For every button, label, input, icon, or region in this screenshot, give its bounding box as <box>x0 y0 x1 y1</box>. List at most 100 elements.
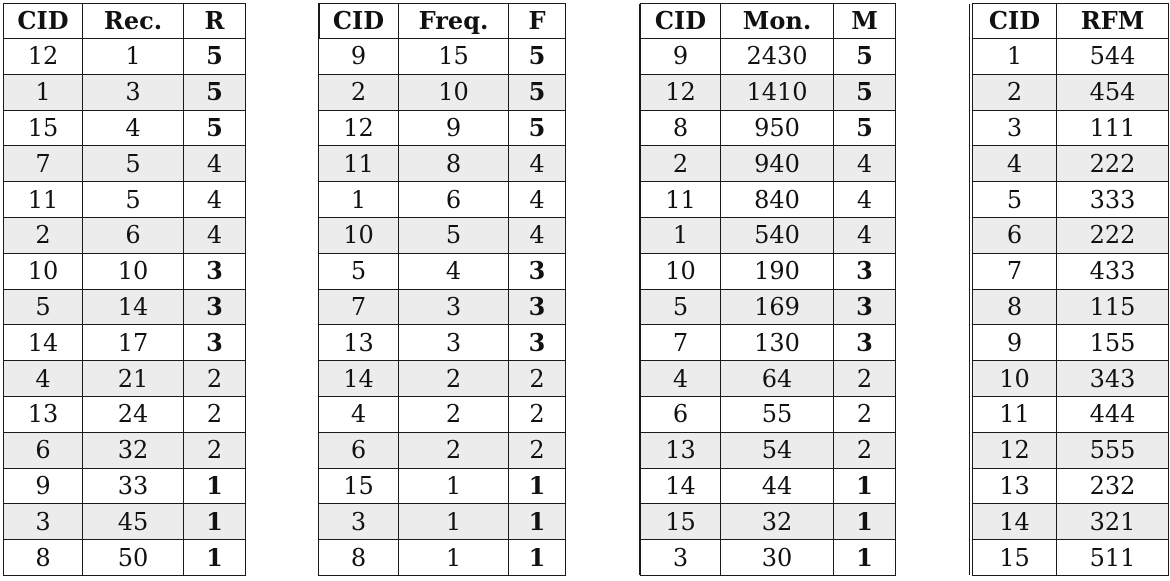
column-header: CID <box>318 3 399 39</box>
table-row: 14 2 2 <box>318 360 640 397</box>
column-gap <box>245 539 320 576</box>
table-cell: 333 <box>1056 181 1169 218</box>
table-cell: 540 <box>720 216 834 254</box>
table-cell: 6 <box>398 181 509 218</box>
table-row: 12 1 5 <box>3 38 320 75</box>
table-cell: 444 <box>1056 395 1169 433</box>
column-gap <box>565 289 640 325</box>
table-cell: 2 <box>833 431 896 469</box>
table-cell: 5 <box>183 73 246 111</box>
table-cell: 6 <box>318 431 399 469</box>
table-cell: 840 <box>720 181 834 218</box>
column-header: CID <box>972 3 1057 39</box>
frequency-table: CID Freq. F 9 15 5 2 10 5 12 9 5 11 8 4 1 6 4 10 5 4 5 4 3 7 3 3 13… <box>318 3 640 576</box>
column-gap <box>245 145 320 182</box>
column-gap <box>895 360 970 397</box>
table-cell: 1 <box>3 73 83 111</box>
column-gap <box>565 217 640 254</box>
column-gap <box>565 253 640 290</box>
table-cell: 3 <box>398 288 509 326</box>
table-cell: 1 <box>833 539 896 576</box>
table-cell: 1 <box>398 467 509 505</box>
table-cell: 3 <box>508 252 566 290</box>
column-gap <box>565 539 640 576</box>
table-cell: 4 <box>82 109 184 147</box>
table-cell: 3 <box>318 503 399 541</box>
table-cell: 15 <box>972 539 1057 576</box>
table-cell: 544 <box>1056 38 1169 75</box>
table-row: 9 33 1 <box>3 467 320 505</box>
recency-header-row: CID Rec. R <box>3 3 320 39</box>
table-cell: 343 <box>1056 360 1169 397</box>
monetary-table: CID Mon. M 9 2430 5 12 1410 5 8 950 5 2 940 4 11 840 4 1 54… <box>640 3 970 576</box>
table-row: 10 190 3 <box>640 252 970 290</box>
table-cell: 14 <box>82 288 184 326</box>
column-gap <box>895 253 970 290</box>
column-gap <box>895 3 970 39</box>
table-row: 1 540 4 <box>640 216 970 254</box>
table-row: 12 9 5 <box>318 109 640 147</box>
table-cell: 21 <box>82 360 184 397</box>
table-cell: 3 <box>508 324 566 362</box>
table-cell: 6 <box>640 395 721 433</box>
column-gap <box>895 468 970 504</box>
table-cell: 15 <box>318 467 399 505</box>
table-cell: 2 <box>398 395 509 433</box>
table-cell: 10 <box>398 73 509 111</box>
table-cell: 8 <box>318 539 399 576</box>
table-cell: 14 <box>640 467 721 505</box>
table-row: 6 55 2 <box>640 395 970 433</box>
table-row: 4 222 <box>972 145 1169 183</box>
table-cell: 9 <box>398 109 509 147</box>
table-cell: 1 <box>833 503 896 541</box>
table-cell: 5 <box>398 216 509 254</box>
column-gap <box>245 181 320 218</box>
table-cell: 14 <box>318 360 399 397</box>
table-row: 14 17 3 <box>3 324 320 362</box>
table-row: 15 32 1 <box>640 503 970 541</box>
table-cell: 5 <box>833 109 896 147</box>
table-cell: 8 <box>972 288 1057 326</box>
table-cell: 12 <box>972 431 1057 469</box>
table-cell: 115 <box>1056 288 1169 326</box>
table-cell: 15 <box>640 503 721 541</box>
column-header: Freq. <box>398 3 509 39</box>
table-cell: 7 <box>972 252 1057 290</box>
monetary-header-row: CID Mon. M <box>640 3 970 39</box>
column-gap <box>245 110 320 146</box>
table-cell: 9 <box>318 38 399 75</box>
column-gap <box>565 468 640 504</box>
table-row: 10 5 4 <box>318 216 640 254</box>
column-gap <box>895 396 970 433</box>
table-cell: 3 <box>82 73 184 111</box>
table-cell: 5 <box>508 73 566 111</box>
table-cell: 1 <box>398 539 509 576</box>
table-cell: 4 <box>508 181 566 218</box>
table-row: 1 544 <box>972 38 1169 75</box>
column-gap <box>565 181 640 218</box>
table-cell: 10 <box>972 360 1057 397</box>
column-gap <box>895 432 970 469</box>
table-cell: 24 <box>82 395 184 433</box>
table-cell: 15 <box>398 38 509 75</box>
table-cell: 3 <box>508 288 566 326</box>
table-cell: 10 <box>82 252 184 290</box>
column-gap <box>895 324 970 361</box>
table-cell: 8 <box>640 109 721 147</box>
column-gap <box>245 217 320 254</box>
table-cell: 3 <box>833 252 896 290</box>
table-cell: 10 <box>640 252 721 290</box>
table-row: 6 32 2 <box>3 431 320 469</box>
table-row: 5 14 3 <box>3 288 320 326</box>
table-cell: 33 <box>82 467 184 505</box>
table-row: 11 840 4 <box>640 181 970 218</box>
table-cell: 2430 <box>720 38 834 75</box>
table-cell: 1 <box>972 38 1057 75</box>
frequency-header-row: CID Freq. F <box>318 3 640 39</box>
table-cell: 12 <box>640 73 721 111</box>
